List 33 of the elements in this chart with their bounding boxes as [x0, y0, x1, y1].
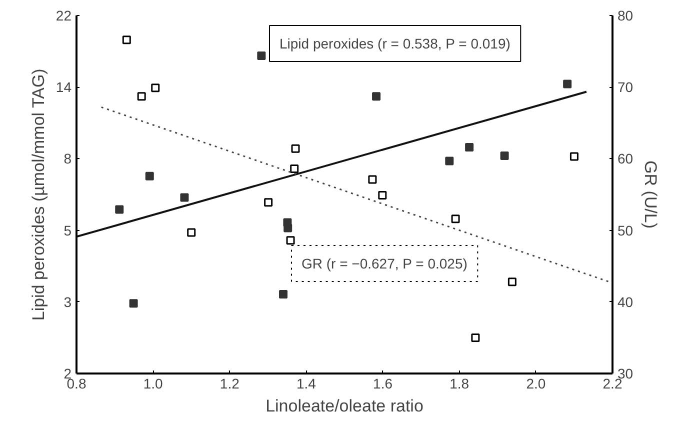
y2-tick-label: 70 [618, 79, 634, 96]
point [115, 205, 124, 214]
y2-tick-label: 50 [618, 222, 634, 238]
y-tick-label: 22 [56, 8, 72, 24]
x-tick-label: 1.6 [373, 376, 393, 392]
point [563, 80, 572, 88]
point [278, 290, 288, 299]
y-axis-title: Lipid peroxides (µmol/mmol TAG) [28, 68, 48, 321]
y2-axis-title: GR (U/L) [641, 160, 660, 228]
point [284, 224, 292, 232]
x-tick-label: 1.0 [143, 376, 164, 392]
point [372, 92, 381, 101]
point [180, 193, 189, 202]
y-tick-label: 5 [64, 222, 72, 238]
x-tick-label: 2.0 [526, 376, 546, 392]
annotation: Lipid peroxides (r = 0.538, P = 0.019) [280, 36, 510, 52]
point [257, 52, 266, 60]
x-tick-label: 1.2 [220, 376, 240, 392]
x-axis-title: Linoleate/oleate ratio [266, 396, 424, 416]
annotation: GR (r = −0.627, P = 0.025) [302, 256, 468, 272]
point [145, 172, 154, 180]
y-tick-label: 3 [64, 294, 72, 310]
point [129, 299, 138, 308]
y-tick-label: 14 [56, 79, 72, 96]
point [465, 143, 474, 152]
point [445, 156, 454, 166]
y-tick-label: 8 [64, 150, 72, 167]
y2-tick-label: 80 [618, 8, 634, 24]
x-tick-label: 1.8 [450, 376, 470, 392]
y2-tick-label: 60 [618, 150, 634, 167]
x-tick-label: 1.4 [296, 376, 316, 392]
y2-tick-label: 40 [618, 294, 634, 310]
point [500, 151, 509, 160]
